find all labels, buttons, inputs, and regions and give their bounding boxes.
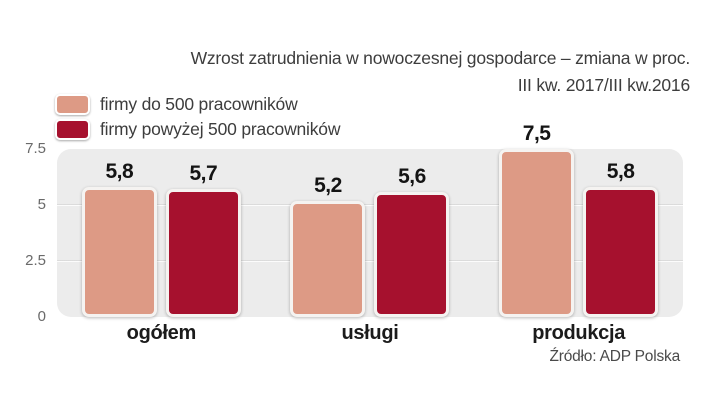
bar-column: 5,8 xyxy=(81,160,157,317)
legend-item: firmy powyżej 500 pracowników xyxy=(55,117,340,142)
bar-group-2: 5,2 5,6 xyxy=(290,164,450,317)
bar-series-2 xyxy=(583,187,659,317)
legend-item: firmy do 500 pracowników xyxy=(55,92,340,117)
legend-swatch xyxy=(55,119,90,140)
x-category-label: ogółem xyxy=(126,322,197,344)
bar-series-1 xyxy=(290,200,366,317)
bar-value-label: 5,7 xyxy=(189,162,218,186)
x-category-label: usługi xyxy=(341,322,399,344)
bar-series-2 xyxy=(374,191,450,317)
bar-value-label: 7,5 xyxy=(522,122,551,145)
bar-column: 5,6 xyxy=(374,164,450,317)
bar-series-1 xyxy=(499,149,575,317)
legend-label: firmy do 500 pracowników xyxy=(100,94,298,114)
legend: firmy do 500 pracowników firmy powyżej 5… xyxy=(55,92,340,142)
chart-subtitle: III kw. 2017/III kw.2016 xyxy=(517,75,690,95)
y-tick-label: 0 xyxy=(37,308,46,325)
legend-swatch xyxy=(55,94,90,115)
bar-value-label: 5,8 xyxy=(105,160,134,184)
bar-series-2 xyxy=(165,189,241,317)
x-category-label: produkcja xyxy=(532,322,626,344)
bar-column: 5,2 xyxy=(290,173,366,317)
bars-layer: 5,8 5,7 5,2 5,6 7,5 5,8 xyxy=(57,122,683,317)
y-tick-label: 5 xyxy=(37,196,46,213)
title-block: Wzrost zatrudnienia w nowoczesnej gospod… xyxy=(190,45,691,99)
y-tick-label: 2.5 xyxy=(25,252,46,269)
bar-value-label: 5,8 xyxy=(606,160,635,184)
bar-series-1 xyxy=(81,187,157,317)
bar-column: 5,7 xyxy=(165,162,241,317)
gridline xyxy=(57,260,683,262)
x-axis-labels: ogółem usługi produkcja xyxy=(57,322,683,345)
chart-title: Wzrost zatrudnienia w nowoczesnej gospod… xyxy=(190,48,691,68)
bar-value-label: 5,2 xyxy=(314,173,342,197)
bar-value-label: 5,6 xyxy=(398,164,426,188)
plot-area xyxy=(57,149,683,317)
bar-column: 5,8 xyxy=(583,160,659,317)
source-credit: Źródło: ADP Polska xyxy=(549,348,680,365)
gridline xyxy=(57,204,683,206)
y-tick-label: 7.5 xyxy=(25,140,46,157)
bar-column: 7,5 xyxy=(499,122,575,317)
legend-label: firmy powyżej 500 pracowników xyxy=(100,119,341,139)
bar-group-3: 7,5 5,8 xyxy=(499,122,659,317)
bar-group-1: 5,8 5,7 xyxy=(81,160,241,317)
